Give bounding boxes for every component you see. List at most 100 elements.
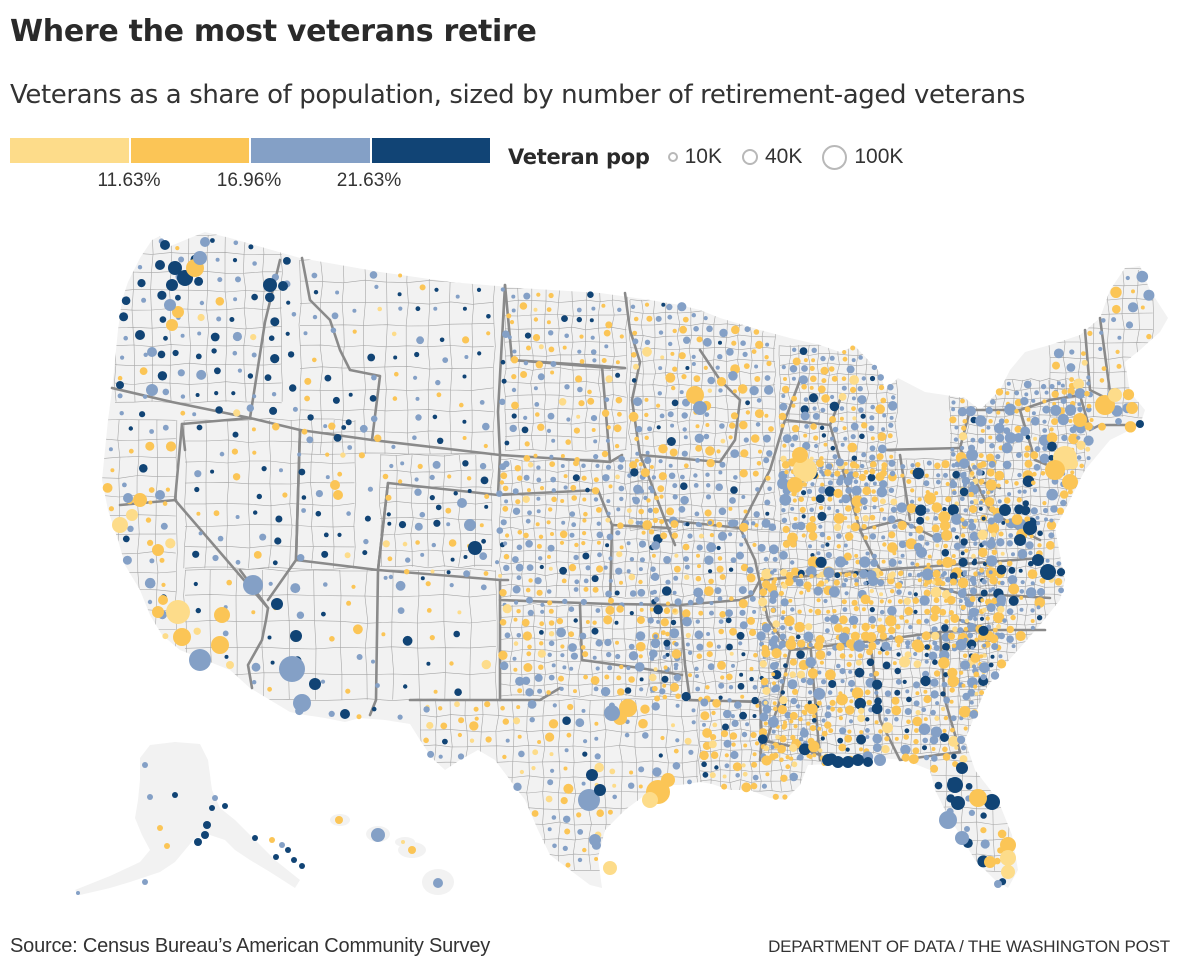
- county-circle: [800, 677, 807, 684]
- county-circle: [751, 696, 759, 705]
- county-circle: [628, 676, 635, 683]
- county-circle: [660, 735, 665, 741]
- county-circle: [479, 523, 484, 528]
- county-circle: [969, 500, 974, 505]
- county-circle: [743, 743, 748, 748]
- county-circle: [196, 511, 201, 516]
- county-circle: [784, 615, 795, 627]
- county-circle: [796, 650, 805, 659]
- county-circle: [808, 642, 813, 648]
- county-circle: [730, 750, 739, 760]
- county-circle: [529, 717, 535, 723]
- county-circle: [527, 462, 534, 468]
- county-circle: [970, 437, 976, 443]
- county-circle: [1076, 440, 1086, 450]
- county-circle: [573, 587, 579, 592]
- county-circle: [858, 473, 867, 482]
- county-circle: [682, 427, 687, 432]
- county-circle: [271, 392, 277, 397]
- county-circle: [272, 422, 280, 431]
- county-circle: [426, 721, 434, 730]
- county-circle: [512, 585, 521, 594]
- county-circle: [512, 488, 519, 495]
- county-circle-notable: [200, 237, 210, 247]
- county-circle: [1037, 543, 1042, 548]
- county-circle: [715, 483, 723, 492]
- county-circle: [178, 256, 185, 263]
- county-circle: [866, 658, 875, 667]
- county-circle: [474, 716, 479, 721]
- county-circle: [887, 542, 898, 553]
- county-circle: [1019, 595, 1024, 600]
- county-circle: [806, 721, 811, 726]
- county-circle: [810, 423, 817, 430]
- county-circle: [1017, 489, 1022, 494]
- county-circle: [639, 687, 644, 692]
- county-circle: [198, 531, 203, 536]
- county-circle: [821, 378, 827, 384]
- county-circle-notable: [133, 493, 147, 507]
- county-circle: [730, 449, 740, 458]
- county-circle: [671, 649, 682, 659]
- county-circle: [747, 616, 755, 625]
- county-circle: [797, 754, 804, 761]
- county-circle: [596, 540, 601, 545]
- county-circle: [839, 653, 846, 659]
- county-circle: [526, 564, 534, 571]
- county-circle: [848, 679, 856, 688]
- county-circle: [605, 375, 613, 383]
- county-circle-notable: [1023, 521, 1037, 535]
- county-circle: [513, 717, 521, 725]
- county-circle: [993, 513, 1004, 524]
- county-circle: [175, 246, 180, 251]
- county-circle: [568, 631, 575, 638]
- county-circle: [1077, 402, 1082, 407]
- county-circle-notable: [126, 509, 138, 521]
- county-circle: [577, 857, 583, 863]
- county-circle: [879, 480, 888, 489]
- county-circle: [233, 240, 239, 246]
- county-circle: [429, 635, 435, 641]
- county-circle: [298, 468, 306, 476]
- county-circle: [878, 384, 885, 391]
- county-circle: [149, 429, 155, 434]
- county-circle: [466, 476, 472, 481]
- county-circle: [978, 547, 988, 558]
- county-circle: [330, 327, 337, 334]
- county-circle: [775, 734, 781, 740]
- county-circle: [838, 393, 847, 401]
- county-circle: [773, 706, 778, 712]
- county-circle: [843, 476, 853, 486]
- county-circle: [518, 750, 525, 758]
- county-circle: [483, 443, 488, 449]
- county-circle: [1061, 389, 1068, 395]
- county-circle: [442, 738, 448, 745]
- county-circle-notable: [1108, 388, 1122, 402]
- county-circle: [987, 517, 995, 525]
- county-circle: [845, 747, 850, 752]
- county-circle: [217, 277, 223, 283]
- county-circle: [535, 522, 540, 527]
- county-circle: [915, 709, 921, 716]
- county-circle: [414, 488, 422, 496]
- county-circle: [1050, 505, 1058, 513]
- county-circle: [954, 425, 959, 430]
- county-circle: [857, 714, 865, 723]
- county-circle: [1046, 488, 1058, 501]
- county-circle: [640, 704, 650, 714]
- county-circle-notable: [603, 861, 617, 875]
- county-circle: [815, 494, 825, 503]
- county-circle: [619, 496, 624, 502]
- county-circle: [812, 714, 817, 719]
- county-circle: [1030, 625, 1035, 631]
- county-circle: [519, 302, 528, 310]
- county-circle: [656, 403, 661, 408]
- county-circle: [934, 491, 939, 496]
- county-circle: [939, 520, 951, 531]
- county-circle: [546, 589, 552, 594]
- county-circle: [882, 413, 887, 418]
- county-circle: [678, 506, 686, 513]
- county-circle: [705, 423, 710, 427]
- county-circle: [516, 575, 522, 581]
- county-circle: [915, 691, 920, 696]
